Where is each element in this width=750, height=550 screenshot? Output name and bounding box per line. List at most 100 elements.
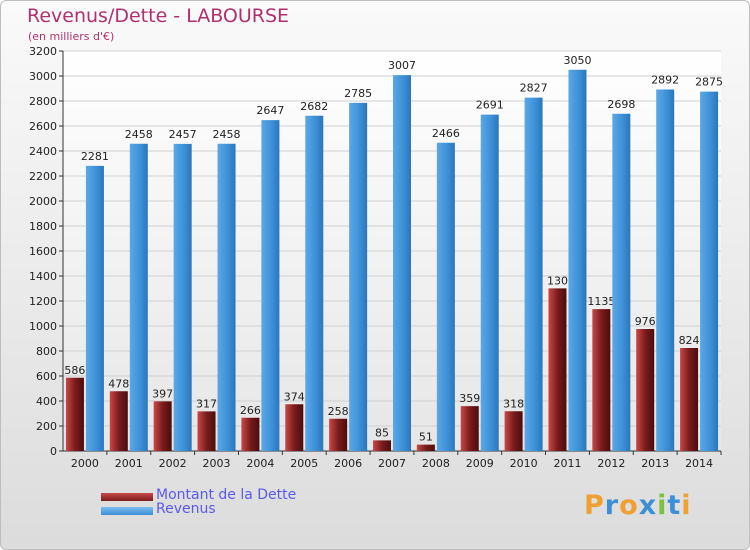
y-tick-label: 3200 [29,45,57,58]
data-label-dette: 359 [459,392,480,405]
y-tick-label: 3000 [29,70,57,83]
data-label-dette: 824 [679,334,700,347]
bar-dette [241,417,260,451]
y-tick-label: 400 [36,395,57,408]
x-tick-label: 2004 [246,457,274,470]
logo-letter: i [657,490,668,521]
y-tick-label: 2200 [29,170,57,183]
y-tick-label: 0 [50,445,57,458]
data-label-revenus: 2875 [695,76,723,89]
data-label-dette: 374 [284,390,305,403]
data-label-dette: 317 [196,397,217,410]
data-label-dette: 130 [547,274,568,287]
x-tick-label: 2012 [597,457,625,470]
x-tick-label: 2001 [115,457,143,470]
x-tick-label: 2009 [466,457,494,470]
x-tick-label: 2000 [71,457,99,470]
data-label-dette: 258 [328,405,349,418]
legend-label-dette: Montant de la Dette [156,487,297,503]
bar-revenus [173,143,192,451]
bar-dette [197,411,216,451]
data-label-dette: 478 [108,377,129,390]
data-label-dette: 1135 [587,295,615,308]
proxiti-logo: Proxiti [584,490,692,521]
logo-letter: r [604,490,620,521]
bar-dette [548,288,567,451]
bar-revenus [436,142,455,451]
logo-letter: P [584,490,605,521]
y-tick-label: 1800 [29,220,57,233]
logo-letter: x [638,490,658,521]
data-label-revenus: 3050 [563,54,591,67]
bar-dette [460,406,479,451]
y-tick-label: 2600 [29,120,57,133]
data-label-revenus: 2785 [344,87,372,100]
bar-revenus [612,113,631,451]
data-label-revenus: 2827 [520,82,548,95]
bar-dette [109,391,128,451]
data-label-dette: 318 [503,397,524,410]
data-label-dette: 976 [635,315,656,328]
legend-swatch-dette [101,493,153,501]
data-label-revenus: 3007 [388,59,416,72]
y-tick-label: 2800 [29,95,57,108]
bar-revenus [261,120,280,451]
chart-subtitle: (en milliers d'€) [28,30,115,43]
logo-letter: o [619,490,639,521]
data-label-revenus: 2457 [169,128,197,141]
bar-revenus [129,143,148,451]
data-label-revenus: 2458 [213,128,241,141]
data-label-dette: 51 [419,431,433,444]
data-label-revenus: 2281 [81,150,109,163]
data-label-revenus: 2458 [125,128,153,141]
x-tick-label: 2002 [159,457,187,470]
data-label-dette: 85 [375,426,389,439]
data-label-dette: 397 [152,387,173,400]
y-tick-label: 600 [36,370,57,383]
bar-revenus [524,97,543,451]
logo-letter: i [681,490,692,521]
chart-title: Revenus/Dette - LABOURSE [27,5,290,27]
x-tick-label: 2010 [510,457,538,470]
bar-dette [680,348,699,451]
x-tick-label: 2011 [553,457,581,470]
bar-revenus [480,114,499,451]
x-tick-label: 2008 [422,457,450,470]
legend-swatch-revenus [101,507,153,515]
data-label-revenus: 2698 [607,98,635,111]
legend-label-revenus: Revenus [156,501,216,517]
x-tick-label: 2014 [685,457,713,470]
data-label-revenus: 2647 [256,104,284,117]
data-label-revenus: 2466 [432,127,460,140]
bar-revenus [305,115,324,451]
bar-dette [153,401,172,451]
logo-letter: t [667,490,682,521]
bar-revenus [700,91,719,451]
bar-revenus [349,102,368,451]
bar-revenus [85,165,104,451]
data-label-revenus: 2682 [300,100,328,113]
y-tick-label: 800 [36,345,57,358]
x-tick-label: 2007 [378,457,406,470]
y-tick-label: 1000 [29,320,57,333]
bar-dette [416,444,435,451]
bar-dette [373,440,391,451]
y-tick-label: 1400 [29,270,57,283]
bar-dette [65,377,84,451]
bar-revenus [393,75,411,451]
x-tick-label: 2013 [641,457,669,470]
bar-dette [592,309,611,451]
y-tick-label: 2000 [29,195,57,208]
bar-dette [504,411,523,451]
data-label-revenus: 2691 [476,99,504,112]
bar-dette [285,404,304,451]
x-tick-label: 2003 [203,457,231,470]
bar-dette [636,329,655,451]
data-label-dette: 266 [240,404,261,417]
y-tick-label: 200 [36,420,57,433]
y-tick-label: 1600 [29,245,57,258]
data-label-revenus: 2892 [651,74,679,87]
x-tick-label: 2006 [334,457,362,470]
